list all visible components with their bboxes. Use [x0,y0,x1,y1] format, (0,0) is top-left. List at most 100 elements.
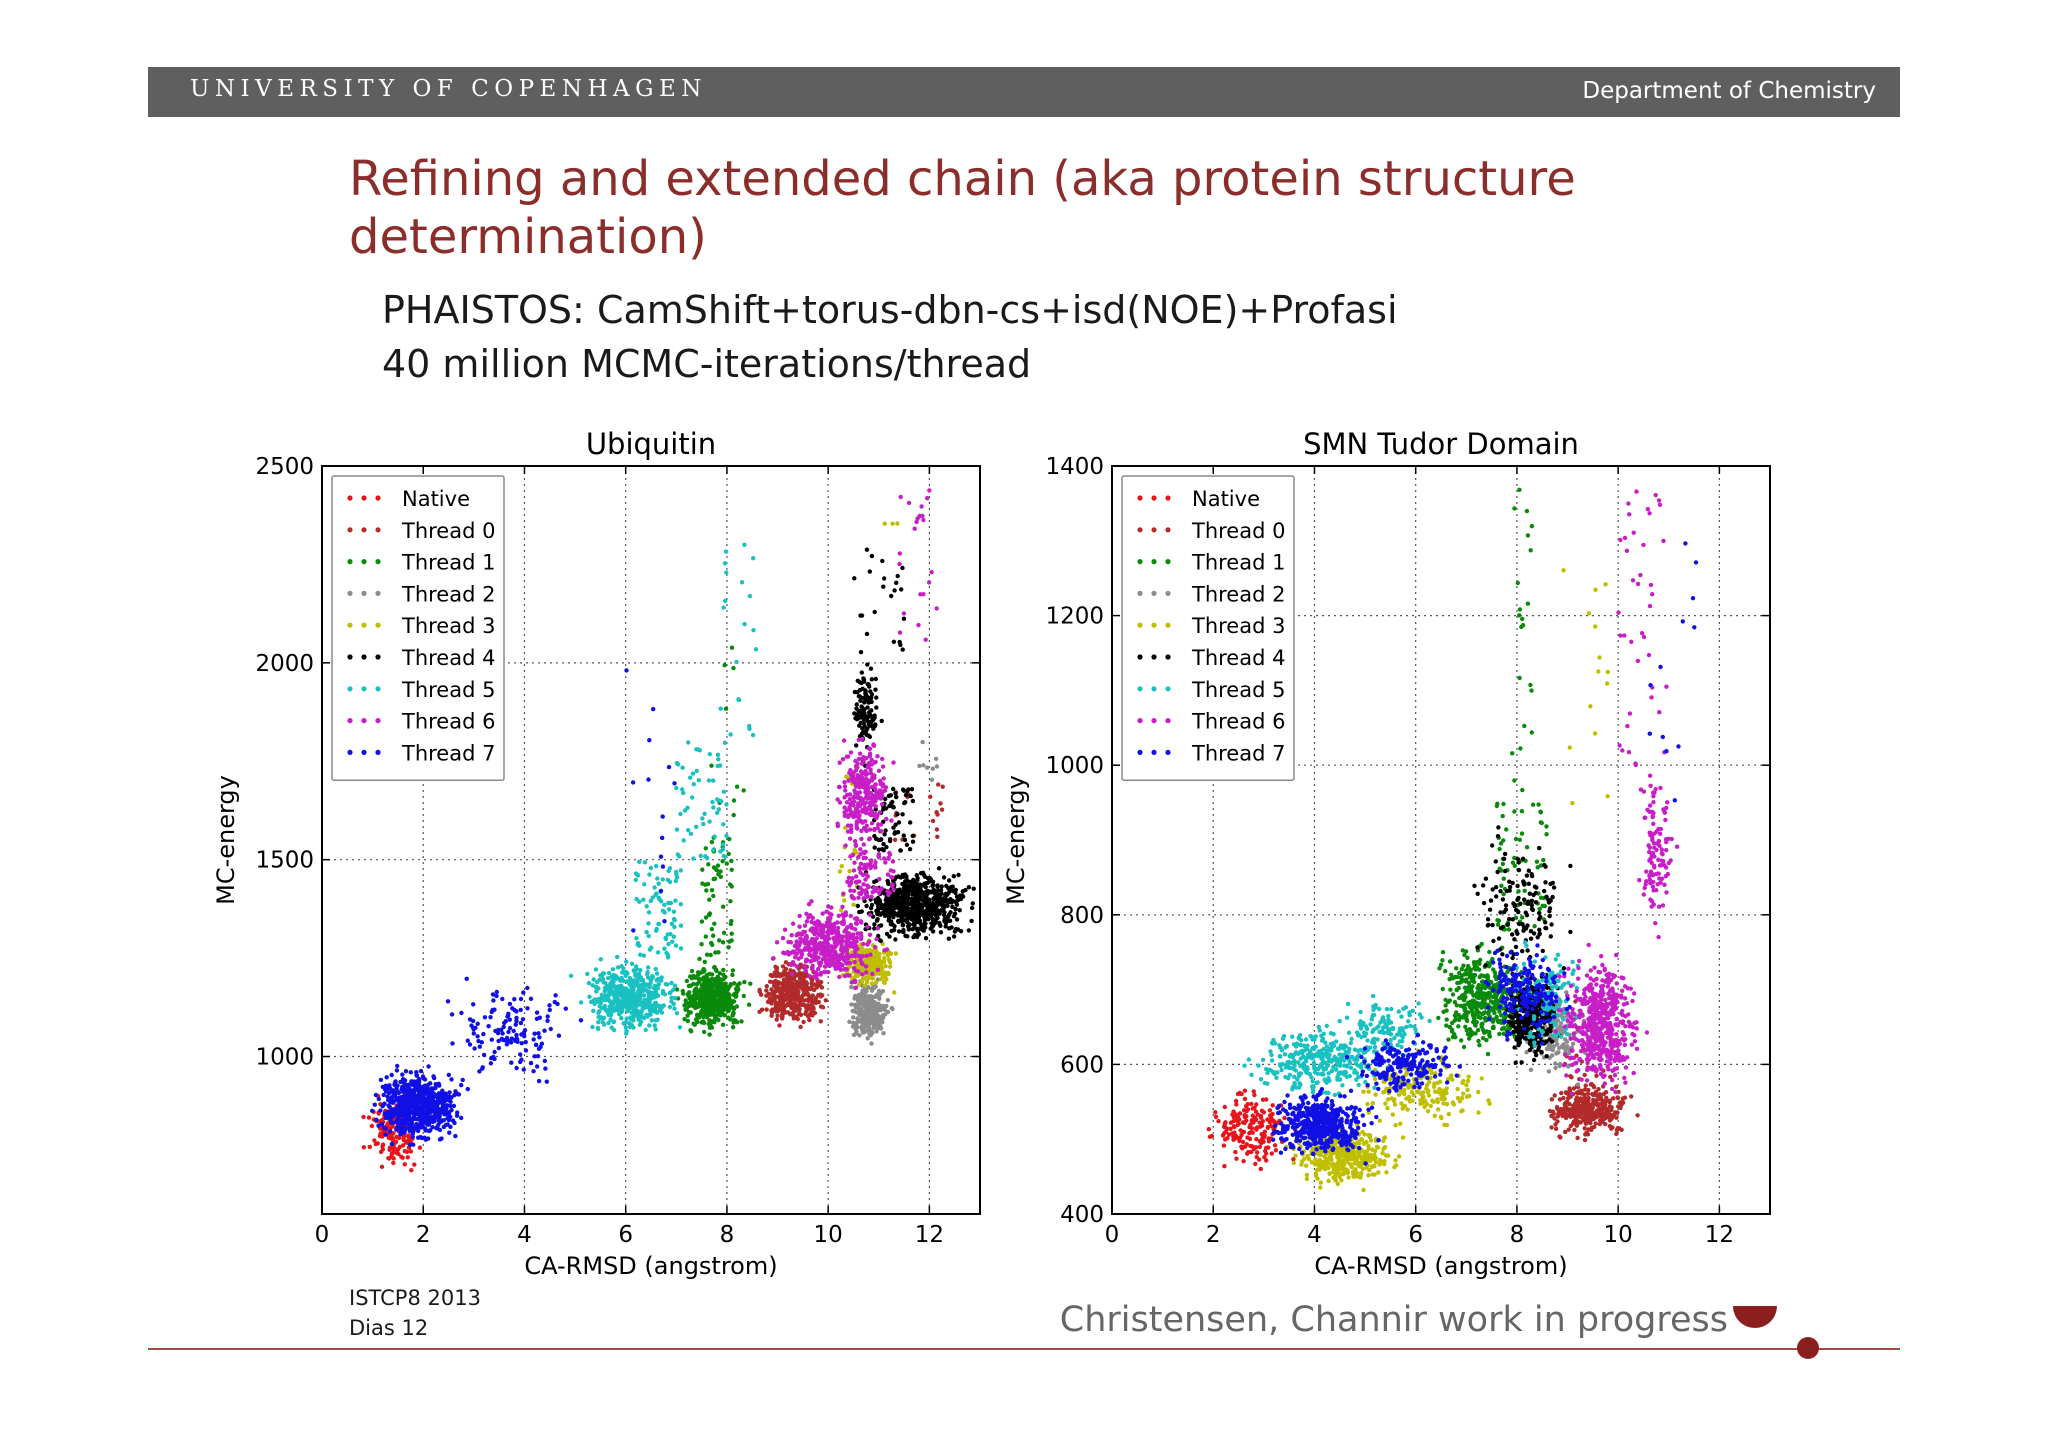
scatter-point [394,1090,399,1095]
scatter-point [905,789,910,794]
scatter-point [419,1124,424,1129]
scatter-point [860,946,865,951]
scatter-point [945,903,950,908]
scatter-point [874,900,879,905]
scatter-point [816,955,821,960]
scatter-point [878,829,884,834]
scatter-point [895,901,900,907]
scatter-point [857,723,862,728]
scatter-point [853,842,858,847]
scatter-point [769,1001,774,1006]
scatter-point [886,793,891,799]
scatter-point [500,1031,505,1036]
bullet-2: 40 million MCMC-iterations/thread [382,342,1032,386]
scatter-point [507,1026,513,1031]
scatter-point [615,965,621,970]
scatter-point [681,991,686,996]
scatter-point [899,914,904,919]
scatter-point [829,924,834,929]
scatter-point [841,921,846,927]
scatter-point [625,971,630,976]
scatter-point [721,904,726,909]
scatter-point [721,605,726,610]
scatter-point [402,1162,407,1167]
scatter-point [653,892,658,897]
scatter-point [921,517,926,523]
scatter-point [795,1016,800,1022]
scatter-point [674,1011,680,1016]
scatter-point [854,743,859,748]
scatter-point [685,1013,690,1018]
scatter-point [810,936,815,942]
scatter-point [905,919,910,924]
scatter-point [592,1001,597,1007]
scatter-point [943,893,948,899]
scatter-point [718,799,724,804]
scatter-point [814,923,819,928]
legend-label: Native [402,487,470,511]
scatter-point [396,1098,402,1104]
scatter-point [532,1054,537,1059]
scatter-point [389,1120,394,1125]
scatter-point [927,897,932,903]
scatter-point [726,991,731,997]
scatter-point [391,1146,396,1152]
scatter-point [728,921,733,927]
scatter-point [409,1079,414,1084]
scatter-point [861,941,866,947]
scatter-point [923,936,929,941]
scatter-point [629,961,635,966]
scatter-point [863,772,869,777]
scatter-point [655,1017,660,1022]
scatter-point [509,1060,514,1065]
scatter-point [921,763,926,768]
scatter-point [707,1032,712,1037]
scatter-point [612,1008,617,1013]
scatter-point [865,883,870,888]
scatter-point [846,973,852,978]
scatter-point [774,1017,779,1022]
scatter-point [599,973,605,978]
scatter-point [795,985,801,990]
scatter-point [496,1038,501,1044]
scatter-point [769,991,775,997]
scatter-point [841,914,846,919]
scatter-point [641,981,646,986]
scatter-point [602,1006,607,1011]
scatter-point [640,1006,645,1011]
scatter-point [432,1075,437,1081]
scatter-point [902,902,907,907]
scatter-point [681,838,686,843]
scatter-point [717,997,723,1003]
scatter-point [953,906,958,912]
scatter-point [480,1066,485,1071]
scatter-point [856,801,861,806]
scatter-point [924,912,930,917]
scatter-point [467,1042,473,1047]
scatter-point [441,1094,447,1100]
scatter-point [848,750,854,755]
scatter-point [812,982,817,987]
scatter-point [681,790,686,796]
scatter-point [839,942,844,947]
scatter-point [418,1068,424,1074]
scatter-point [724,570,729,575]
scatter-point [718,706,723,711]
scatter-point [835,953,840,958]
legend-marker [375,495,381,501]
scatter-point [817,940,823,946]
scatter-point [686,1010,692,1015]
scatter-point [881,959,887,964]
scatter-point [835,925,841,931]
scatter-point [777,980,782,985]
legend-label: Thread 7 [401,741,495,765]
scatter-point [536,1031,541,1036]
scatter-point [606,1020,611,1026]
scatter-point [848,913,853,919]
scatter-point [383,1126,388,1131]
scatter-point [674,987,680,992]
scatter-point [713,950,718,955]
scatter-point [600,976,606,982]
scatter-point [953,887,958,893]
scatter-point [856,855,861,860]
